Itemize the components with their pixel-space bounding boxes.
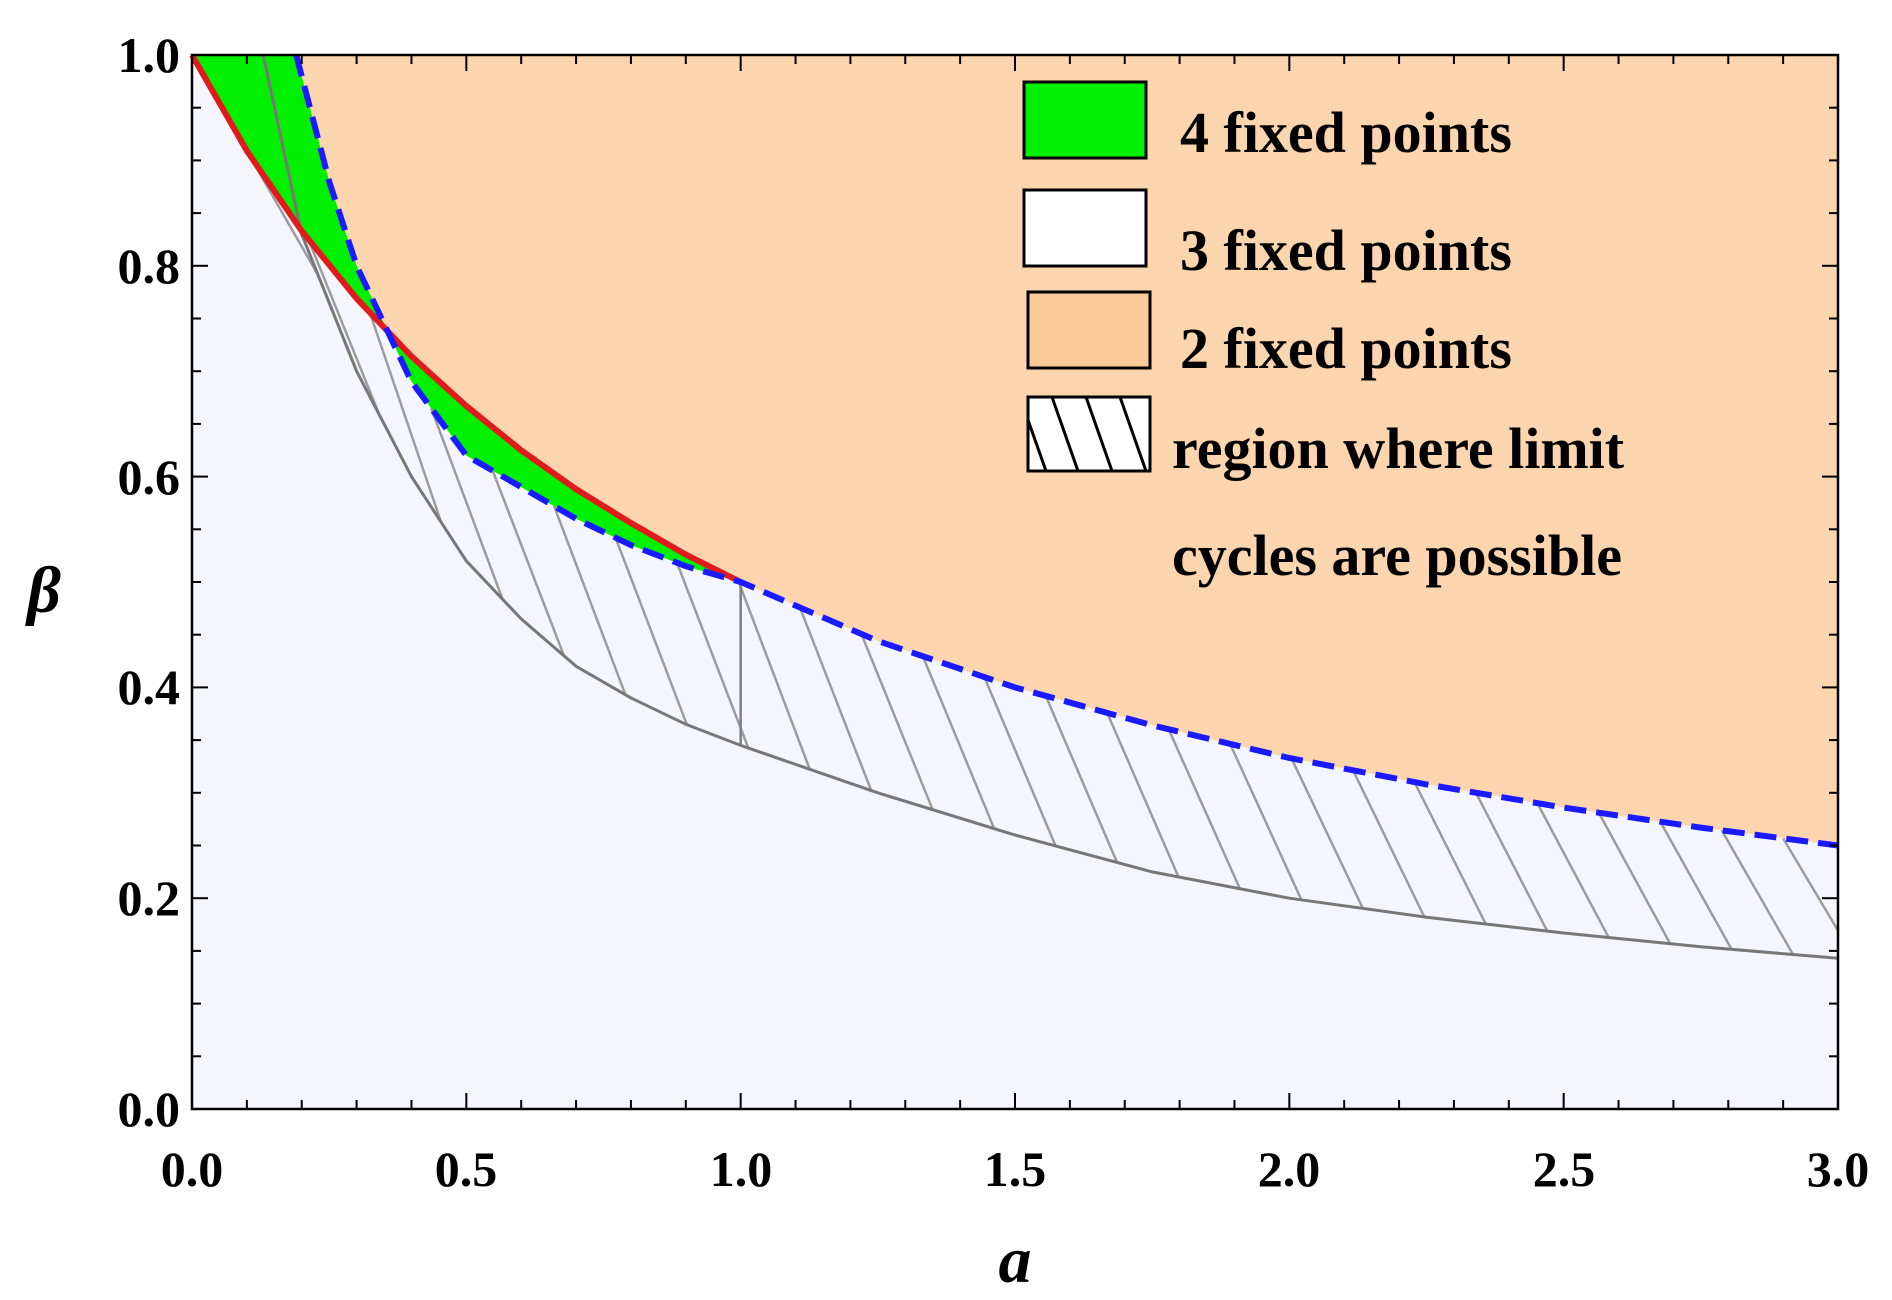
hatch-line (860, 633, 934, 811)
hatch-line (430, 407, 504, 600)
hatch-line (1290, 757, 1364, 909)
y-tick-label: 0.6 (118, 449, 181, 505)
hatch-line (368, 311, 443, 523)
x-tick-labels: 0.0 0.5 1.0 1.5 2.0 2.5 3.0 (161, 1141, 1870, 1197)
x-tick-label: 1.0 (710, 1141, 773, 1197)
hatch-line (1044, 695, 1119, 863)
legend-swatch-four-fixed-points (1022, 80, 1148, 160)
hatch-line (983, 676, 1057, 847)
hatch-line (1474, 792, 1549, 932)
x-tick-label: 1.5 (984, 1141, 1047, 1197)
x-tick-label: 2.5 (1533, 1141, 1596, 1197)
lower-hatch-boundary-curve (261, 54, 1839, 960)
x-tick-label: 0.0 (161, 1141, 224, 1197)
hatch-line (798, 607, 873, 791)
hatch-line (1782, 837, 1838, 934)
hatch-line (921, 655, 996, 830)
hatch-line (307, 238, 381, 416)
hatch-line (1106, 712, 1180, 878)
hatch-line (1536, 802, 1610, 939)
x-axis-label: a (999, 1224, 1032, 1297)
axis-ticks (191, 54, 1839, 1110)
hatch-line (1228, 743, 1303, 901)
x-tick-label: 2.0 (1258, 1141, 1321, 1197)
legend: 4 fixed points 3 fixed points 2 fixed po… (1022, 80, 1625, 588)
legend-hatch-pattern (1028, 397, 1148, 471)
hatch-line (1167, 728, 1242, 890)
legend-label-three-fixed-points: 3 fixed points (1180, 218, 1512, 283)
legend-label-limit-cycles-line1: region where limit (1172, 416, 1625, 481)
hatch-line (737, 580, 811, 770)
y-tick-label: 0.0 (118, 1081, 181, 1137)
y-tick-labels: 0.0 0.2 0.4 0.6 0.8 1.0 (118, 27, 181, 1137)
hatch-line (675, 562, 750, 749)
hatch-line (552, 505, 627, 696)
hatch-line (1720, 829, 1795, 956)
y-tick-label: 0.4 (118, 659, 181, 715)
hatch-line (614, 537, 689, 726)
legend-label-four-fixed-points: 4 fixed points (1180, 100, 1512, 165)
y-axis-label: β (24, 554, 61, 627)
hatch-line (491, 470, 566, 657)
hatch-line (1351, 769, 1426, 918)
hatch-line (1659, 821, 1733, 950)
hatch-line (1597, 812, 1672, 945)
y-tick-label: 1.0 (118, 27, 181, 83)
x-tick-label: 3.0 (1807, 1141, 1870, 1197)
blue-dashed-curve (293, 54, 1839, 849)
red-solid-curve (189, 53, 743, 585)
legend-label-limit-cycles-line2: cycles are possible (1172, 523, 1622, 588)
legend-swatch-two-fixed-points (1026, 290, 1152, 370)
legend-swatch-three-fixed-points (1022, 188, 1148, 268)
hatch-region (245, 150, 1838, 956)
y-tick-label: 0.8 (118, 238, 181, 294)
y-tick-label: 0.2 (118, 870, 181, 926)
legend-label-two-fixed-points: 2 fixed points (1180, 316, 1512, 381)
x-tick-label: 0.5 (435, 1141, 498, 1197)
hatch-line (1413, 781, 1487, 925)
